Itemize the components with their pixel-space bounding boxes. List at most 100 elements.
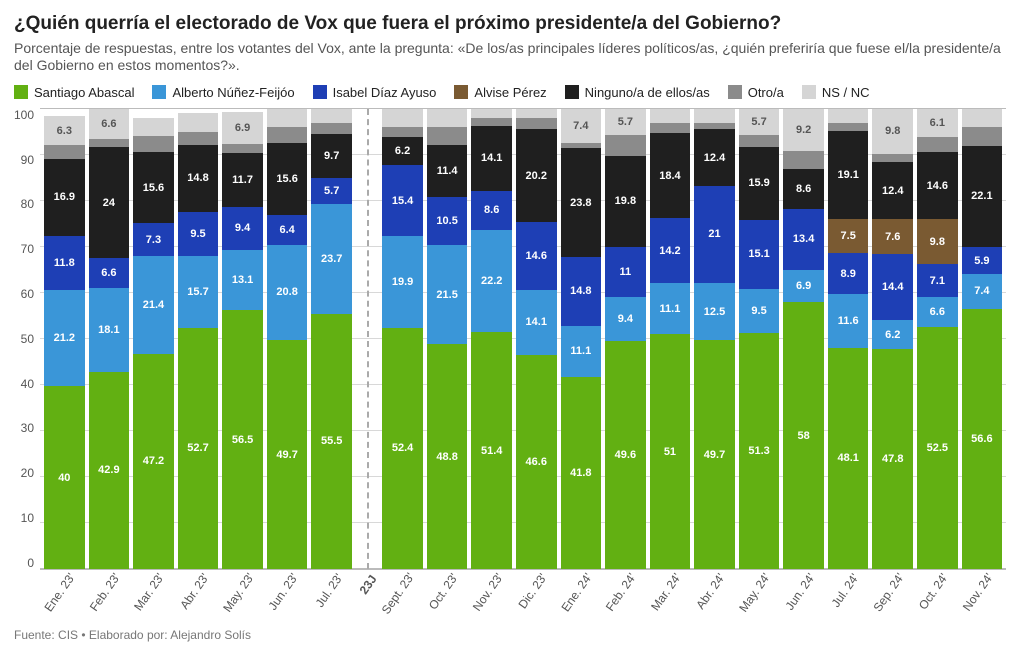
bar-segment-other [828, 123, 869, 131]
legend-swatch [152, 85, 166, 99]
stacked-bar: 49.712.52112.4 [694, 109, 735, 569]
bar-segment-abascal: 52.5 [917, 327, 958, 569]
chart-title: ¿Quién querría el electorado de Vox que … [14, 12, 1006, 36]
stacked-bar: 5111.114.218.4 [650, 109, 691, 569]
bar-segment-nsnc [311, 109, 352, 123]
chart-footer: Fuente: CIS • Elaborado por: Alejandro S… [14, 628, 1006, 642]
x-label: Nov. 24' [962, 570, 1003, 626]
bar-segment-ayuso: 10.5 [427, 197, 468, 245]
x-axis: Ene. 23'Feb. 23'Mar. 23'Abr. 23'May. 23'… [40, 570, 1006, 626]
bar-segment-feijoo: 23.7 [311, 204, 352, 313]
bar-segment-ayuso: 5.7 [311, 178, 352, 204]
bar-slot: 56.513.19.411.76.9 [222, 109, 263, 569]
bar-segment-none: 11.7 [222, 153, 263, 207]
bar-segment-feijoo: 9.4 [605, 297, 646, 340]
bar-segment-feijoo: 15.7 [178, 256, 219, 328]
legend-item-ayuso: Isabel Díaz Ayuso [313, 85, 437, 100]
x-label: May. 23' [222, 570, 263, 626]
bar-segment-other [962, 127, 1003, 145]
bar-segment-other [267, 127, 308, 143]
x-label: 23J [356, 570, 378, 626]
bar-segment-nsnc: 6.1 [917, 109, 958, 137]
plot-area: 4021.211.816.96.342.918.16.6246.647.221.… [40, 108, 1006, 570]
bar-slot: 49.69.41119.85.7 [605, 109, 646, 569]
y-tick: 30 [21, 421, 34, 435]
bar-segment-nsnc [694, 109, 735, 123]
x-label: Sep. 24' [872, 570, 913, 626]
legend-label: Alberto Núñez-Feijóo [172, 85, 294, 100]
bar-segment-nsnc: 7.4 [561, 109, 602, 143]
bar-segment-abascal: 52.4 [382, 328, 423, 569]
y-tick: 70 [21, 242, 34, 256]
legend-swatch [565, 85, 579, 99]
bar-segment-abascal: 58 [783, 302, 824, 569]
legend-item-other: Otro/a [728, 85, 784, 100]
bar-segment-nsnc: 6.9 [222, 112, 263, 144]
bar-segment-none: 16.9 [44, 159, 85, 236]
bar-segment-none: 11.4 [427, 145, 468, 197]
bar-segment-nsnc [382, 109, 423, 127]
bar-segment-ayuso: 8.6 [471, 191, 512, 231]
bar-segment-nsnc [427, 109, 468, 127]
bar-segment-other [650, 123, 691, 134]
bar-segment-feijoo: 22.2 [471, 230, 512, 332]
bar-segment-none: 23.8 [561, 148, 602, 258]
bar-slot: 52.419.915.46.2 [382, 109, 423, 569]
bar-segment-feijoo: 7.4 [962, 274, 1003, 308]
bar-segment-feijoo: 6.9 [783, 270, 824, 302]
bar-segment-feijoo: 12.5 [694, 283, 735, 341]
bar-segment-other [739, 135, 780, 147]
bar-slot: 4021.211.816.96.3 [44, 109, 85, 569]
bar-segment-alvise: 7.5 [828, 219, 869, 254]
bar-segment-ayuso: 11.8 [44, 236, 85, 290]
bar-slot: 47.86.214.47.612.49.8 [872, 109, 913, 569]
legend-item-abascal: Santiago Abascal [14, 85, 134, 100]
bar-segment-none: 14.8 [178, 145, 219, 213]
chart-subtitle: Porcentaje de respuestas, entre los vota… [14, 40, 1006, 75]
stacked-bar: 41.811.114.823.87.4 [561, 109, 602, 569]
bar-segment-other [872, 154, 913, 162]
bar-segment-none: 19.8 [605, 156, 646, 247]
bar-segment-none: 9.7 [311, 134, 352, 179]
bar-segment-none: 14.6 [917, 152, 958, 219]
bar-segment-ayuso: 21 [694, 186, 735, 283]
stacked-bar: 52.419.915.46.2 [382, 109, 423, 569]
bar-segment-other [178, 132, 219, 145]
y-tick: 0 [27, 556, 34, 570]
x-label: Mar. 24' [650, 570, 691, 626]
bar-segment-nsnc [962, 109, 1003, 127]
y-tick: 40 [21, 377, 34, 391]
x-label: Abr. 24' [694, 570, 735, 626]
bar-slot: 56.67.45.922.1 [962, 109, 1003, 569]
x-label: Ene. 24' [561, 570, 602, 626]
bars-container: 4021.211.816.96.342.918.16.6246.647.221.… [40, 109, 1006, 569]
bar-slot: 5111.114.218.4 [650, 109, 691, 569]
bar-segment-none: 18.4 [650, 133, 691, 218]
y-tick: 50 [21, 332, 34, 346]
legend: Santiago Abascal Alberto Núñez-Feijóo Isab… [14, 85, 1006, 100]
bar-segment-ayuso: 8.9 [828, 253, 869, 294]
legend-swatch [313, 85, 327, 99]
bar-segment-feijoo: 21.5 [427, 245, 468, 344]
y-tick: 90 [21, 153, 34, 167]
bar-segment-abascal: 47.2 [133, 354, 174, 569]
bar-segment-nsnc [178, 113, 219, 131]
bar-slot: 586.913.48.69.2 [783, 109, 824, 569]
bar-segment-abascal: 48.8 [427, 344, 468, 569]
bar-segment-ayuso: 13.4 [783, 209, 824, 271]
stacked-bar: 46.614.114.620.2 [516, 109, 557, 569]
bar-segment-other [516, 118, 557, 130]
bar-segment-none: 19.1 [828, 131, 869, 219]
stacked-bar: 48.821.510.511.4 [427, 109, 468, 569]
bar-segment-ayuso: 7.1 [917, 264, 958, 297]
bar-segment-alvise: 7.6 [872, 219, 913, 254]
bar-segment-none: 6.2 [382, 137, 423, 166]
bar-segment-none: 20.2 [516, 129, 557, 222]
stacked-bar: 4021.211.816.96.3 [44, 112, 85, 569]
bar-segment-abascal: 52.7 [178, 328, 219, 569]
legend-item-alvise: Alvise Pérez [454, 85, 546, 100]
bar-segment-other [783, 151, 824, 169]
bar-segment-feijoo: 13.1 [222, 250, 263, 310]
y-tick: 10 [21, 511, 34, 525]
bar-segment-nsnc [133, 118, 174, 136]
